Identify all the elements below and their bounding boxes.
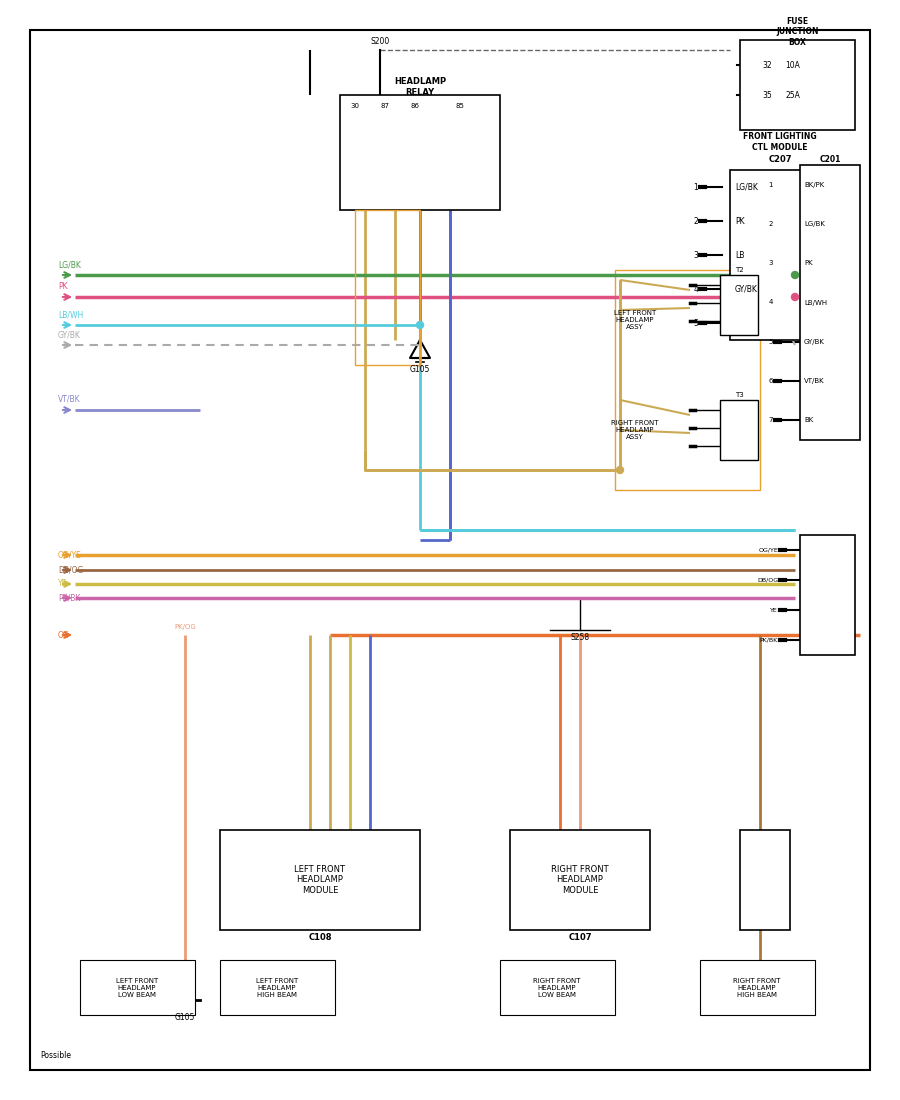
Text: G105: G105 <box>410 365 430 374</box>
Text: DB/OG: DB/OG <box>58 565 84 574</box>
Text: 2: 2 <box>769 221 773 227</box>
Text: 3: 3 <box>769 261 773 266</box>
Text: VT/BK: VT/BK <box>58 395 81 404</box>
Bar <box>510 830 650 930</box>
Text: 2: 2 <box>693 217 698 226</box>
Bar <box>220 830 420 930</box>
Text: LG/BK: LG/BK <box>735 183 758 191</box>
Text: LB/WH: LB/WH <box>804 299 827 306</box>
Text: 25A: 25A <box>785 90 800 99</box>
Text: PK/OG: PK/OG <box>174 624 196 630</box>
Text: YE: YE <box>58 580 68 588</box>
Text: PK: PK <box>735 217 744 226</box>
Text: HEADLAMP
RELAY: HEADLAMP RELAY <box>394 77 446 97</box>
Bar <box>730 170 830 340</box>
Bar <box>740 830 790 930</box>
Bar <box>800 165 860 440</box>
Text: 1: 1 <box>769 182 773 188</box>
Bar <box>720 275 758 336</box>
Text: C107: C107 <box>568 934 592 943</box>
Circle shape <box>791 294 798 300</box>
Text: Possible: Possible <box>40 1050 71 1059</box>
Text: OG/YE: OG/YE <box>58 550 82 560</box>
Text: PK: PK <box>804 261 813 266</box>
Text: RIGHT FRONT
HEADLAMP
LOW BEAM: RIGHT FRONT HEADLAMP LOW BEAM <box>533 978 580 998</box>
Text: 32: 32 <box>762 60 771 69</box>
Text: LEFT FRONT
HEADLAMP
MODULE: LEFT FRONT HEADLAMP MODULE <box>294 865 346 895</box>
Text: C108: C108 <box>308 934 332 943</box>
Text: 30: 30 <box>350 103 359 109</box>
Circle shape <box>417 321 424 329</box>
Text: 35: 35 <box>762 90 772 99</box>
Text: 87: 87 <box>381 103 390 109</box>
Text: DB/OG: DB/OG <box>757 578 778 583</box>
Text: 6: 6 <box>769 378 773 384</box>
Text: T2: T2 <box>734 267 743 273</box>
Bar <box>220 960 335 1015</box>
Text: RIGHT FRONT
HEADLAMP
ASSY: RIGHT FRONT HEADLAMP ASSY <box>611 420 659 440</box>
Text: LG/BK: LG/BK <box>804 221 825 227</box>
Text: 85: 85 <box>455 103 464 109</box>
Text: LG/BK: LG/BK <box>58 260 81 270</box>
Text: RIGHT FRONT
HEADLAMP
HIGH BEAM: RIGHT FRONT HEADLAMP HIGH BEAM <box>734 978 781 998</box>
Text: GY/BK: GY/BK <box>804 339 825 344</box>
Text: LEFT FRONT
HEADLAMP
HIGH BEAM: LEFT FRONT HEADLAMP HIGH BEAM <box>256 978 298 998</box>
Text: FRONT LIGHTING
CTL MODULE: FRONT LIGHTING CTL MODULE <box>743 132 817 152</box>
Text: T3: T3 <box>734 392 743 398</box>
Text: PK: PK <box>58 282 68 292</box>
Text: 4: 4 <box>693 285 698 294</box>
Bar <box>355 210 420 365</box>
Text: RIGHT FRONT
HEADLAMP
MODULE: RIGHT FRONT HEADLAMP MODULE <box>551 865 608 895</box>
Bar <box>800 535 855 654</box>
Text: BK: BK <box>804 417 814 424</box>
Text: C201: C201 <box>819 155 841 165</box>
Bar <box>615 270 760 490</box>
Text: 4: 4 <box>769 299 773 306</box>
Bar <box>720 400 758 460</box>
Bar <box>340 95 500 210</box>
Text: LB/WH: LB/WH <box>58 310 83 319</box>
Text: 1: 1 <box>693 183 698 191</box>
Text: G105: G105 <box>175 1013 195 1023</box>
Text: PK/BK: PK/BK <box>760 638 778 642</box>
Text: VT/BK: VT/BK <box>804 378 824 384</box>
Text: C207: C207 <box>769 155 792 165</box>
Text: 3: 3 <box>693 251 698 260</box>
Text: 10A: 10A <box>785 60 800 69</box>
Bar <box>700 960 815 1015</box>
Text: 5: 5 <box>769 339 773 344</box>
Text: GY/BK: GY/BK <box>58 330 81 339</box>
Circle shape <box>616 466 624 473</box>
Text: FUSE
JUNCTION
BOX: FUSE JUNCTION BOX <box>776 18 819 47</box>
Text: S258: S258 <box>571 634 590 642</box>
Text: OG: OG <box>58 630 70 639</box>
Text: 86: 86 <box>410 103 419 109</box>
Text: LB: LB <box>735 251 744 260</box>
Text: OG/YE: OG/YE <box>758 548 778 552</box>
Text: 5: 5 <box>693 319 698 328</box>
Text: S200: S200 <box>371 37 390 46</box>
Text: LEFT FRONT
HEADLAMP
ASSY: LEFT FRONT HEADLAMP ASSY <box>614 310 656 330</box>
Text: BK/PK: BK/PK <box>804 182 824 188</box>
Text: PK/BK: PK/BK <box>58 594 80 603</box>
Text: GY/BK: GY/BK <box>735 285 758 294</box>
Bar <box>740 40 855 130</box>
Text: YE: YE <box>770 607 778 613</box>
Text: 7: 7 <box>769 417 773 424</box>
Bar <box>80 960 195 1015</box>
Text: LEFT FRONT
HEADLAMP
LOW BEAM: LEFT FRONT HEADLAMP LOW BEAM <box>116 978 158 998</box>
Bar <box>500 960 615 1015</box>
Circle shape <box>791 272 798 278</box>
